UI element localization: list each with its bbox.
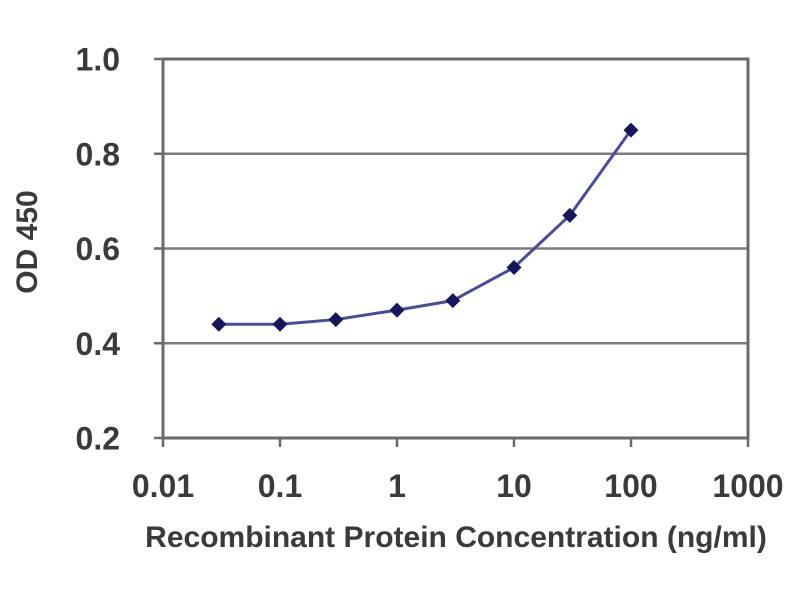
data-point-marker xyxy=(562,207,578,223)
data-point-marker xyxy=(623,122,639,138)
x-tick-label: 0.1 xyxy=(258,468,302,504)
x-tick-label: 1 xyxy=(388,468,406,504)
x-axis-title: Recombinant Protein Concentration (ng/ml… xyxy=(145,521,767,554)
y-tick-label: 0.2 xyxy=(76,421,120,457)
x-tick-label: 10 xyxy=(496,468,532,504)
y-tick-label: 0.6 xyxy=(76,231,120,267)
data-point-marker xyxy=(272,316,288,332)
y-axis-title: OD 450 xyxy=(11,190,44,294)
y-tick-label: 0.8 xyxy=(76,136,120,172)
plot-frame xyxy=(161,57,750,440)
data-point-marker xyxy=(445,293,461,309)
y-tick-label: 1.0 xyxy=(76,42,120,78)
data-point-marker xyxy=(389,302,405,318)
x-tick-label: 1000 xyxy=(712,468,783,504)
x-tick-label: 0.01 xyxy=(132,468,194,504)
x-tick-label: 100 xyxy=(604,468,657,504)
y-tick-label: 0.4 xyxy=(76,326,121,362)
data-point-marker xyxy=(211,316,227,332)
data-point-marker xyxy=(328,312,344,328)
data-point-marker xyxy=(506,259,522,275)
series-line xyxy=(218,129,633,326)
